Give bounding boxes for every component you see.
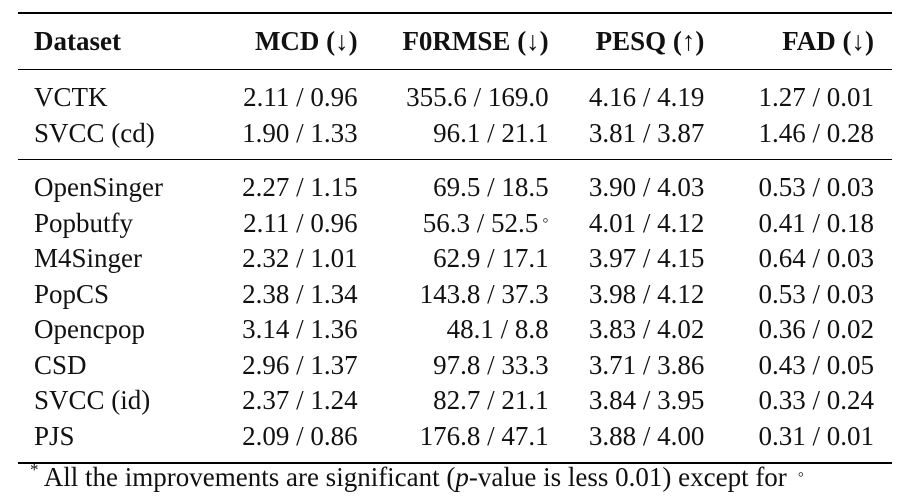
cell-f0rmse: 355.6 / 169.0 (406, 82, 549, 113)
cell-fad: 0.53 / 0.03 (758, 278, 874, 309)
cell-mcd: 1.90 / 1.33 (242, 117, 358, 148)
cell-mcd: 2.09 / 0.86 (242, 420, 358, 451)
results-table: Dataset MCD (↓) F0RMSE (↓) PESQ (↑) FAD … (18, 12, 892, 464)
cell-f0rmse: 96.1 / 21.1 (433, 117, 549, 148)
cell-dataset: VCTK (34, 82, 108, 113)
cell-pesq: 3.88 / 4.00 (588, 420, 705, 451)
cell-f0rmse: 48.1 / 8.8 (446, 314, 549, 345)
cell-pesq: 3.97 / 4.15 (588, 243, 705, 274)
cell-mcd: 2.27 / 1.15 (242, 172, 358, 203)
footnote-exception-mark: ◦ (797, 464, 804, 484)
cell-pesq: 4.16 / 4.19 (588, 82, 705, 113)
cell-f0rmse: 176.8 / 47.1 (419, 420, 549, 451)
table-row: Opencpop 3.14 / 1.36 48.1 / 8.8 3.83 / 4… (18, 312, 892, 348)
cell-f0rmse: 82.7 / 21.1 (433, 385, 549, 416)
cell-fad: 0.43 / 0.05 (758, 349, 874, 380)
cell-f0rmse: 97.8 / 33.3 (433, 349, 549, 380)
cell-mcd: 2.11 / 0.96 (243, 82, 358, 113)
table-row: VCTK 2.11 / 0.96 355.6 / 169.0 4.16 / 4.… (18, 70, 892, 116)
cell-fad: 0.53 / 0.03 (758, 172, 874, 203)
cell-pesq: 3.98 / 4.12 (588, 278, 705, 309)
footnote-p-italic: p (455, 462, 469, 492)
cell-pesq: 4.01 / 4.12 (588, 207, 705, 238)
cell-fad: 0.41 / 0.18 (758, 207, 874, 238)
header-dataset: Dataset (34, 26, 121, 56)
header-pesq: PESQ (↑) (595, 26, 705, 56)
table-row: SVCC (id) 2.37 / 1.24 82.7 / 21.1 3.84 /… (18, 383, 892, 419)
footnote-star: * (30, 460, 39, 479)
cell-pesq: 3.90 / 4.03 (588, 172, 705, 203)
cell-dataset: SVCC (cd) (34, 117, 155, 148)
cell-mcd: 2.32 / 1.01 (242, 243, 358, 274)
cell-fad: 1.27 / 0.01 (758, 82, 874, 113)
cell-f0rmse: 56.3 / 52.5 ◦ (358, 206, 549, 242)
cell-fad: 1.46 / 0.28 (758, 117, 874, 148)
table-row: PopCS 2.38 / 1.34 143.8 / 37.3 3.98 / 4.… (18, 277, 892, 313)
header-f0rmse: F0RMSE (↓) (402, 26, 549, 56)
cell-dataset: M4Singer (34, 243, 142, 274)
cell-dataset: SVCC (id) (34, 385, 151, 416)
results-table-container: Dataset MCD (↓) F0RMSE (↓) PESQ (↑) FAD … (18, 12, 892, 464)
cell-pesq: 3.84 / 3.95 (588, 385, 705, 416)
cell-dataset: CSD (34, 349, 87, 380)
cell-dataset: OpenSinger (34, 172, 163, 203)
cell-mcd: 2.37 / 1.24 (242, 385, 358, 416)
table-row: SVCC (cd) 1.90 / 1.33 96.1 / 21.1 3.81 /… (18, 116, 892, 160)
table-row: CSD 2.96 / 1.37 97.8 / 33.3 3.71 / 3.86 … (18, 348, 892, 384)
header-mcd: MCD (↓) (254, 26, 358, 56)
cell-fad: 0.36 / 0.02 (758, 314, 874, 345)
cell-mcd: 2.11 / 0.96 (243, 207, 358, 238)
exception-mark: ◦ (542, 209, 549, 230)
cell-f0rmse: 143.8 / 37.3 (419, 278, 549, 309)
table-header-row: Dataset MCD (↓) F0RMSE (↓) PESQ (↑) FAD … (18, 13, 892, 70)
footnote-text-start: All the improvements are significant ( (43, 462, 456, 492)
cell-dataset: PopCS (34, 278, 110, 309)
footnote-text-end: -value is less 0.01) except for (468, 462, 787, 492)
cell-fad: 0.31 / 0.01 (758, 420, 874, 451)
cell-dataset: PJS (34, 420, 75, 451)
cell-pesq: 3.81 / 3.87 (588, 117, 705, 148)
table-row: Popbutfy 2.11 / 0.96 56.3 / 52.5 ◦ 4.01 /… (18, 206, 892, 242)
cell-mcd: 2.96 / 1.37 (242, 349, 358, 380)
cell-fad: 0.64 / 0.03 (758, 243, 874, 274)
table-row: OpenSinger 2.27 / 1.15 69.5 / 18.5 3.90 … (18, 160, 892, 206)
cell-fad: 0.33 / 0.24 (758, 385, 874, 416)
table-row: M4Singer 2.32 / 1.01 62.9 / 17.1 3.97 / … (18, 241, 892, 277)
table-footnote: * All the improvements are significant (… (30, 460, 804, 493)
header-fad: FAD (↓) (782, 26, 874, 56)
cell-mcd: 3.14 / 1.36 (242, 314, 358, 345)
cell-pesq: 3.83 / 4.02 (588, 314, 705, 345)
cell-f0rmse-value: 56.3 / 52.5 (422, 207, 539, 238)
cell-pesq: 3.71 / 3.86 (588, 349, 705, 380)
cell-mcd: 2.38 / 1.34 (242, 278, 358, 309)
cell-f0rmse: 69.5 / 18.5 (433, 172, 549, 203)
cell-dataset: Popbutfy (34, 207, 134, 238)
table-row: PJS 2.09 / 0.86 176.8 / 47.1 3.88 / 4.00… (18, 419, 892, 463)
cell-f0rmse: 62.9 / 17.1 (433, 243, 549, 274)
cell-dataset: Opencpop (34, 314, 145, 345)
